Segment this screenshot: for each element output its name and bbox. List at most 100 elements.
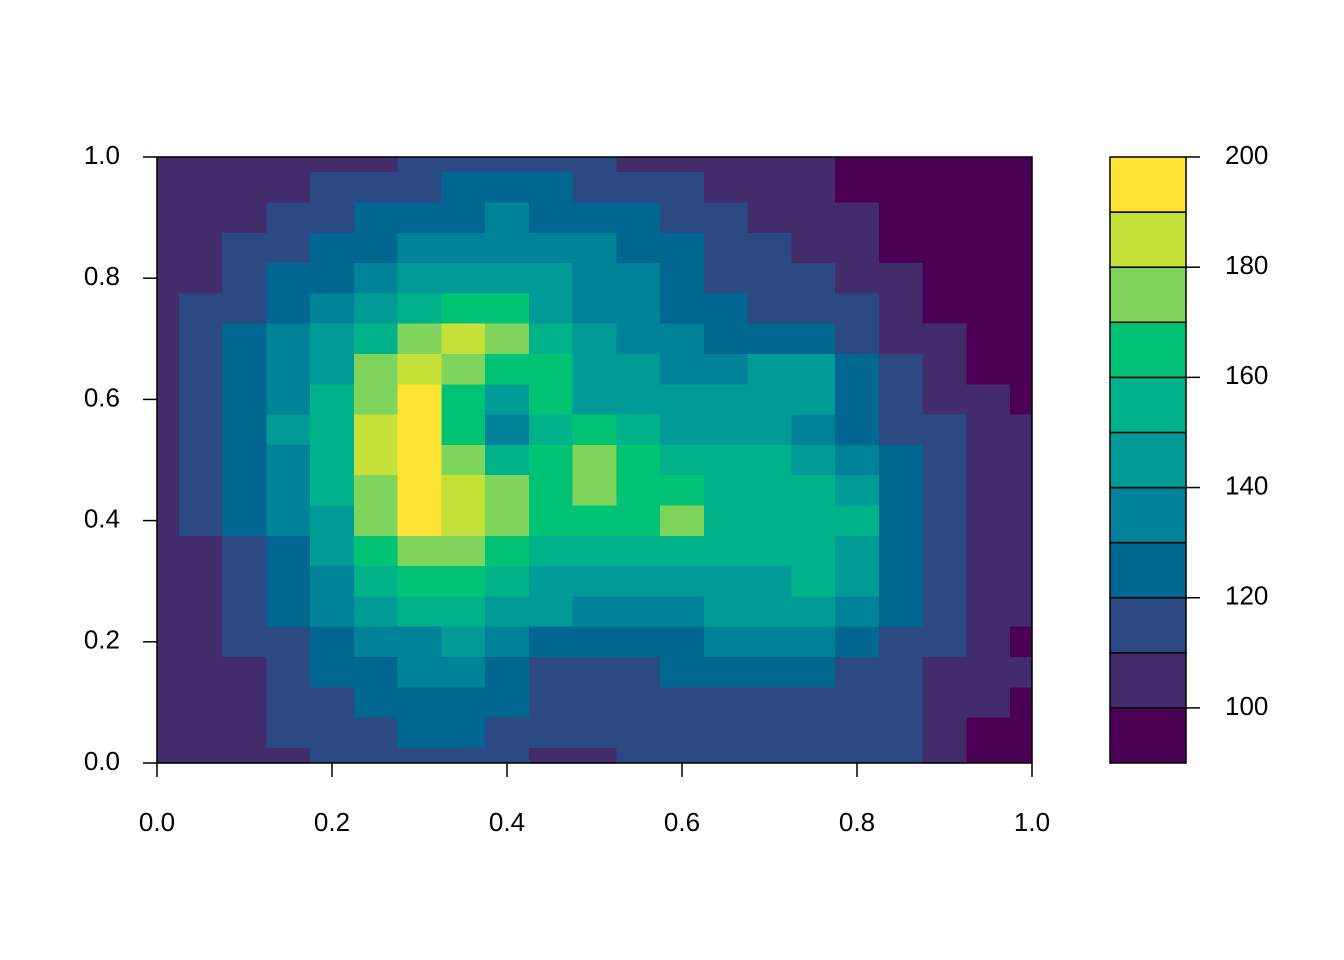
contour-cell — [222, 747, 267, 764]
contour-cell — [966, 414, 1011, 446]
contour-cell — [966, 232, 1011, 264]
contour-cell — [310, 505, 355, 537]
contour-cell — [660, 353, 705, 385]
contour-cell — [222, 172, 267, 203]
contour-cell — [441, 444, 486, 476]
contour-cell — [441, 626, 486, 658]
contour-cell — [572, 293, 617, 325]
contour-cell — [878, 414, 924, 446]
contour-cell — [966, 202, 1011, 234]
contour-cell — [222, 263, 267, 294]
contour-cell — [878, 202, 924, 234]
contour-cell — [266, 414, 311, 446]
contour-cell — [353, 505, 399, 537]
contour-cell — [660, 656, 705, 688]
contour-cell — [616, 172, 661, 203]
contour-cell — [353, 444, 399, 476]
contour-cell — [353, 566, 399, 597]
contour-cell — [157, 414, 180, 446]
contour-cell — [791, 535, 836, 567]
contour-cell — [310, 323, 355, 355]
contour-cell — [266, 232, 311, 264]
contour-cell — [966, 596, 1011, 628]
contour-cell — [703, 717, 749, 749]
contour-cell — [791, 353, 836, 385]
key-band — [1109, 541, 1187, 599]
contour-cell — [616, 353, 661, 385]
contour-cell — [222, 414, 267, 446]
contour-cell — [310, 414, 355, 446]
contour-cell — [310, 717, 355, 749]
contour-cell — [157, 444, 180, 476]
contour-cell — [1010, 535, 1033, 567]
contour-cell — [266, 475, 311, 506]
contour-cell — [922, 596, 967, 628]
contour-cell — [353, 656, 399, 688]
contour-cell — [922, 293, 967, 325]
contour-cell — [835, 475, 880, 506]
contour-cell — [485, 263, 530, 294]
contour-cell — [178, 505, 224, 537]
contour-cell — [791, 596, 836, 628]
contour-cell — [878, 353, 924, 385]
contour-cell — [878, 717, 924, 749]
contour-cell — [397, 263, 442, 294]
contour-cell — [572, 232, 617, 264]
contour-cell — [966, 323, 1011, 355]
contour-cell — [266, 172, 311, 203]
contour-cell — [441, 353, 486, 385]
contour-cell — [222, 444, 267, 476]
contour-cell — [222, 202, 267, 234]
contour-cell — [1010, 505, 1033, 537]
contour-cell — [528, 505, 574, 537]
contour-cell — [485, 384, 530, 416]
contour-cell — [528, 232, 574, 264]
y-tick-label: 0.6 — [84, 382, 120, 412]
contour-cell — [178, 157, 224, 173]
contour-cell — [310, 656, 355, 688]
contour-cell — [222, 596, 267, 628]
contour-cell — [310, 263, 355, 294]
contour-cell — [441, 747, 486, 764]
contour-cell — [178, 566, 224, 597]
contour-cell — [878, 263, 924, 294]
contour-cell — [485, 747, 530, 764]
contour-cell — [1010, 717, 1033, 749]
contour-cell — [747, 717, 792, 749]
contour-cell — [266, 626, 311, 658]
plot-frame — [156, 156, 1033, 764]
contour-cell — [747, 656, 792, 688]
contour-cell — [1010, 656, 1033, 688]
contour-cell — [157, 566, 180, 597]
contour-cell — [397, 232, 442, 264]
contour-cell — [878, 157, 924, 173]
contour-cell — [747, 263, 792, 294]
contour-cell — [835, 687, 880, 719]
contour-cell — [616, 293, 661, 325]
contour-cell — [616, 626, 661, 658]
contour-cell — [878, 172, 924, 203]
key-band — [1109, 652, 1187, 709]
contour-cell — [660, 384, 705, 416]
contour-cell — [572, 157, 617, 173]
contour-cell — [397, 626, 442, 658]
contour-cell — [441, 596, 486, 628]
contour-cell — [703, 293, 749, 325]
contour-cell — [266, 656, 311, 688]
contour-cell — [397, 687, 442, 719]
contour-cell — [572, 475, 617, 506]
contour-cell — [616, 157, 661, 173]
contour-cell — [747, 157, 792, 173]
contour-cell — [353, 747, 399, 764]
contour-cell — [747, 353, 792, 385]
contour-cell — [397, 475, 442, 506]
contour-cell — [528, 293, 574, 325]
contour-cell — [222, 323, 267, 355]
contour-cell — [922, 717, 967, 749]
contour-cell — [791, 505, 836, 537]
contour-cell — [922, 414, 967, 446]
contour-cell — [703, 444, 749, 476]
x-tick-label: 0.2 — [314, 807, 350, 837]
contour-cell — [157, 747, 180, 764]
contour-cell — [572, 263, 617, 294]
